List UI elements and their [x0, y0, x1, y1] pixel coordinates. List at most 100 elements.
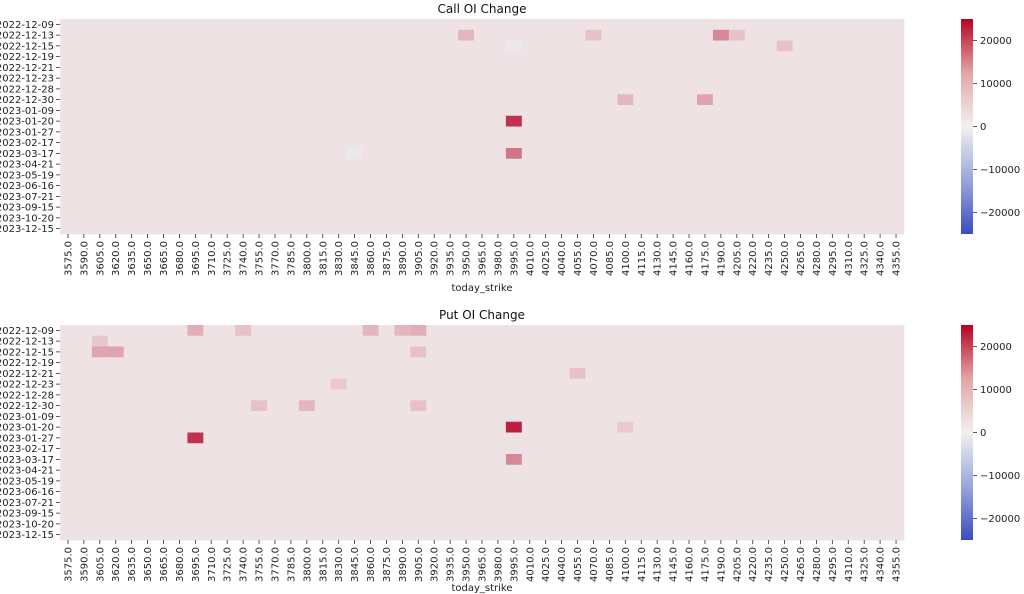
heatmap-cell [888, 378, 905, 390]
heatmap-cell [585, 507, 602, 519]
heatmap-cell [696, 180, 714, 192]
heatmap-cell [696, 105, 714, 117]
heatmap-cell [728, 400, 746, 412]
heatmap-cell [569, 486, 586, 498]
heatmap-cell [267, 454, 284, 466]
heatmap-cell [378, 169, 395, 181]
heatmap-cell [251, 83, 268, 95]
heatmap-cell [553, 335, 570, 347]
x-tick-label: 4130.0 [653, 547, 664, 582]
heatmap-cell [633, 180, 650, 192]
x-tick-label: 4355.0 [892, 241, 903, 276]
heatmap-cell [298, 357, 316, 369]
heatmap-cell [267, 223, 284, 235]
heatmap-cell [378, 346, 395, 358]
heatmap-cell [107, 212, 125, 224]
heatmap-cell [267, 335, 284, 347]
heatmap-cell [888, 400, 905, 412]
heatmap-cell [314, 421, 332, 433]
heatmap-cell [601, 148, 618, 160]
x-tick-label: 3830.0 [334, 547, 345, 582]
heatmap-cell [856, 29, 873, 41]
heatmap-cell [330, 83, 348, 95]
heatmap-cell [123, 148, 141, 160]
heatmap-cell [585, 201, 602, 213]
heatmap-cell [744, 115, 762, 127]
x-tick-label: 4250.0 [780, 241, 791, 276]
heatmap-cell [728, 454, 746, 466]
heatmap-cell [649, 411, 666, 423]
heatmap-cell [91, 389, 109, 401]
heatmap-cell [123, 158, 141, 170]
heatmap-cell [808, 191, 825, 203]
heatmap-cell [601, 72, 618, 84]
heatmap-cell [696, 325, 714, 337]
heatmap-cell [744, 62, 762, 74]
heatmap-cell [649, 432, 666, 444]
heatmap-cell [107, 40, 125, 52]
heatmap-cell [521, 148, 539, 160]
heatmap-cell [203, 105, 220, 117]
y-tick-label: 2022-12-28 [0, 390, 54, 401]
heatmap-cell [681, 212, 698, 224]
heatmap-cell [442, 62, 459, 74]
heatmap-cell [139, 137, 156, 149]
heatmap-cell [760, 357, 777, 369]
heatmap-cell [744, 357, 762, 369]
heatmap-cell [824, 201, 841, 213]
heatmap-cell [696, 400, 714, 412]
heatmap-cell [872, 212, 889, 224]
heatmap-cell [776, 19, 793, 31]
heatmap-cell [426, 137, 443, 149]
heatmap-cell [155, 191, 172, 203]
heatmap-cell [888, 454, 905, 466]
y-tick-label: 2022-12-15 [0, 41, 54, 52]
heatmap-cell [601, 389, 618, 401]
x-tick-label: 3665.0 [159, 547, 170, 582]
heatmap-cell [251, 432, 268, 444]
colorbar-tick-label: 20000 [980, 342, 1012, 353]
heatmap-cell [856, 191, 873, 203]
heatmap-cell [458, 126, 475, 138]
heatmap-cell [474, 201, 491, 213]
heatmap-cell [537, 346, 555, 358]
heatmap-cell [203, 180, 220, 192]
heatmap-cell [489, 105, 507, 117]
heatmap-cell [696, 454, 714, 466]
heatmap-cell [219, 325, 236, 337]
heatmap-cell [75, 105, 93, 117]
heatmap-cell [362, 105, 379, 117]
heatmap-cell [442, 191, 459, 203]
heatmap-cell [601, 201, 618, 213]
heatmap-cell [474, 40, 491, 52]
heatmap-cell [267, 40, 284, 52]
x-tick-label: 3740.0 [239, 547, 250, 582]
heatmap-cell [282, 411, 300, 423]
heatmap-cell [187, 389, 204, 401]
heatmap-cell [888, 443, 905, 455]
heatmap-cell [808, 475, 825, 487]
heatmap-cell [824, 443, 841, 455]
heatmap-cell [107, 51, 125, 63]
y-tick-label: 2022-12-13 [0, 337, 54, 348]
heatmap-cell [251, 223, 268, 235]
heatmap-cell [314, 389, 332, 401]
heatmap-cell [856, 201, 873, 213]
heatmap-cell [649, 40, 666, 52]
heatmap-cell [251, 443, 268, 455]
heatmap-cell [649, 518, 666, 530]
heatmap-cell [442, 475, 459, 487]
heatmap-cell [760, 105, 777, 117]
heatmap-cell [760, 62, 777, 74]
heatmap-cell [171, 72, 188, 84]
heatmap-cell [362, 400, 379, 412]
heatmap-cell [696, 389, 714, 401]
heatmap-cell [107, 105, 125, 117]
heatmap-cell [824, 19, 841, 31]
heatmap-cell [442, 486, 459, 498]
heatmap-cell [282, 29, 300, 41]
heatmap-cell [298, 518, 316, 530]
heatmap-cell [155, 346, 172, 358]
heatmap-cell [840, 19, 857, 31]
heatmap-cell [267, 325, 284, 337]
